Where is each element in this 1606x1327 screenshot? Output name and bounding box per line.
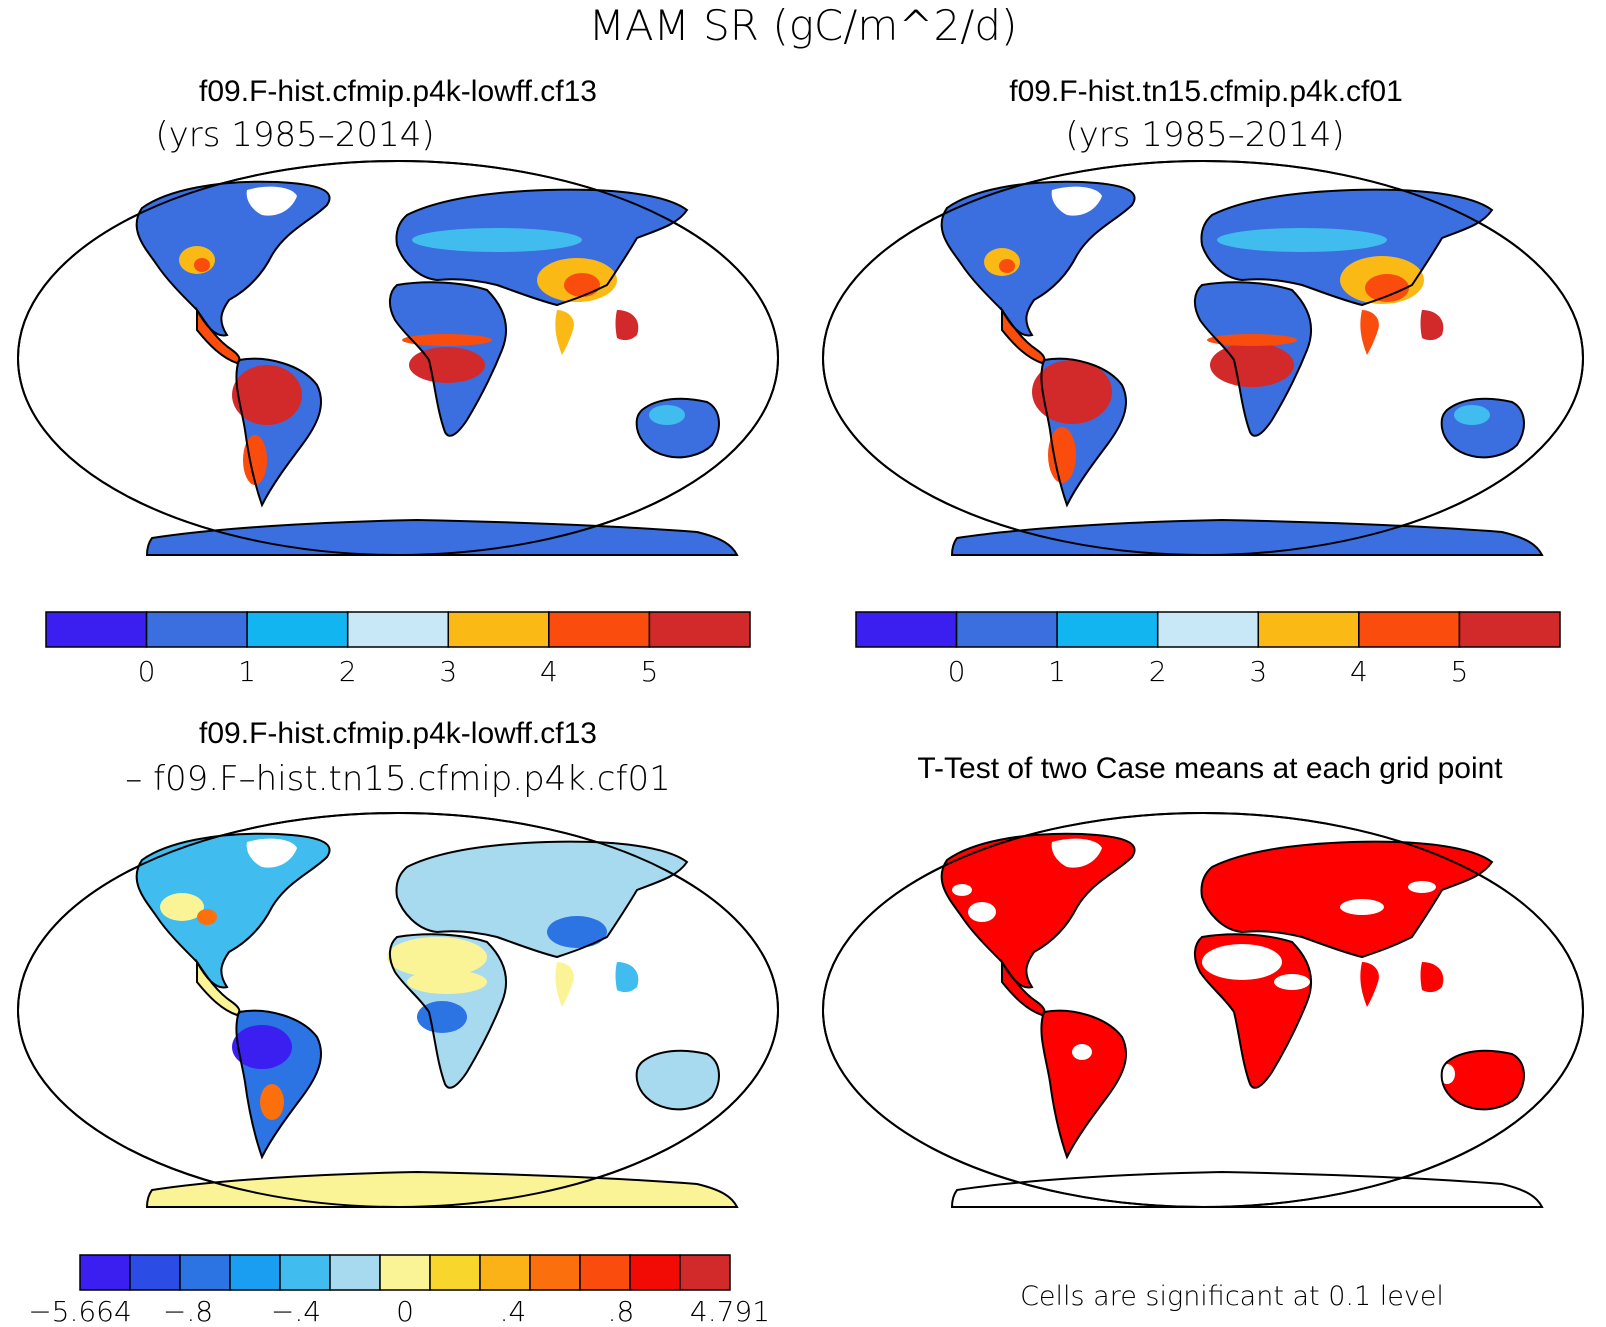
colorbar-label: 2	[339, 655, 357, 688]
panel-case2-title: f09.F-hist.tn15.cfmip.p4k.cf01	[1009, 75, 1403, 108]
colorbar-label: 4.791	[690, 1295, 770, 1327]
colorbar-cell	[379, 1254, 431, 1291]
panel-diff-subtitle: – f09.F–hist.tn15.cfmip.p4k.cf01	[125, 759, 670, 799]
colorbar-cell	[955, 611, 1058, 648]
map-fill	[941, 181, 1542, 555]
colorbar-diff: −5.664 −.8 −.4 0 .4 .8 4.791	[28, 1254, 770, 1327]
colorbar-label: 4	[540, 655, 558, 688]
colorbar-label: 3	[439, 655, 457, 688]
panel-case1-subtitle: (yrs 1985–2014)	[155, 115, 434, 155]
colorbar-labels: 0 1 2 3 4 5	[138, 655, 659, 688]
colorbar-cell	[346, 611, 450, 648]
colorbar-case2: 0 1 2 3 4 5	[855, 611, 1561, 688]
map-fill	[136, 181, 737, 555]
colorbar-cell	[429, 1254, 481, 1291]
map-case2	[822, 160, 1584, 556]
panel-case1: f09.F-hist.cfmip.p4k-lowff.cf13 (yrs 198…	[17, 75, 779, 556]
colorbar-cells	[45, 611, 751, 648]
colorbar-label: .4	[500, 1295, 527, 1327]
colorbar-label: −.4	[271, 1295, 321, 1327]
colorbar-label: 3	[1249, 655, 1267, 688]
figure-title: MAM SR (gC/m^2/d)	[589, 1, 1018, 50]
panel-diff: f09.F-hist.cfmip.p4k-lowff.cf13 – f09.F–…	[17, 717, 779, 1208]
colorbar-cells	[79, 1254, 731, 1291]
panel-case2-subtitle: (yrs 1985–2014)	[1065, 115, 1344, 155]
panel-case2: f09.F-hist.tn15.cfmip.p4k.cf01 (yrs 1985…	[822, 75, 1584, 556]
colorbar-cell	[45, 611, 148, 648]
colorbar-cell	[79, 1254, 131, 1291]
panel-diff-title: f09.F-hist.cfmip.p4k-lowff.cf13	[199, 717, 597, 750]
map-case1	[17, 160, 779, 556]
colorbar-cell	[855, 611, 958, 648]
panel-case1-title: f09.F-hist.cfmip.p4k-lowff.cf13	[199, 75, 597, 108]
colorbar-labels: −5.664 −.8 −.4 0 .4 .8 4.791	[28, 1295, 770, 1327]
colorbar-cell	[329, 1254, 381, 1291]
colorbar-label: .8	[608, 1295, 635, 1327]
colorbar-case1: 0 1 2 3 4 5	[45, 611, 751, 688]
colorbar-cell	[447, 611, 550, 648]
colorbar-cell	[1358, 611, 1461, 648]
colorbar-label: −.8	[163, 1295, 213, 1327]
colorbar-label: −5.664	[28, 1295, 132, 1327]
colorbar-cell	[1458, 611, 1561, 648]
colorbar-cell	[479, 1254, 531, 1291]
colorbar-cell	[648, 611, 751, 648]
panel-ttest: T-Test of two Case means at each grid po…	[822, 752, 1584, 1312]
colorbar-cell	[579, 1254, 631, 1291]
map-fill	[136, 833, 737, 1207]
panel-ttest-title: T-Test of two Case means at each grid po…	[917, 752, 1503, 785]
colorbar-cell	[229, 1254, 281, 1291]
colorbar-label: 0	[138, 655, 156, 688]
colorbar-cell	[279, 1254, 331, 1291]
map-diff	[17, 812, 779, 1208]
colorbar-label: 4	[1350, 655, 1368, 688]
map-ttest	[822, 812, 1584, 1208]
colorbar-cell	[145, 611, 248, 648]
colorbar-cell	[129, 1254, 181, 1291]
colorbar-cell	[679, 1254, 731, 1291]
colorbar-cell	[1056, 611, 1159, 648]
colorbar-cell	[179, 1254, 231, 1291]
colorbar-label: 1	[238, 655, 256, 688]
colorbar-cell	[629, 1254, 681, 1291]
colorbar-label: 0	[948, 655, 966, 688]
colorbar-label: 2	[1149, 655, 1167, 688]
colorbar-cell	[529, 1254, 581, 1291]
colorbar-cell	[246, 611, 349, 648]
colorbar-label: 0	[396, 1295, 414, 1327]
colorbar-cell	[1257, 611, 1360, 648]
colorbar-label: 5	[640, 655, 658, 688]
colorbar-label: 1	[1048, 655, 1066, 688]
colorbar-cell	[548, 611, 651, 648]
colorbar-labels: 0 1 2 3 4 5	[948, 655, 1469, 688]
ttest-significance-note: Cells are significant at 0.1 level	[1020, 1281, 1444, 1312]
colorbar-label: 5	[1450, 655, 1468, 688]
colorbar-cell	[1156, 611, 1260, 648]
non-significant-cells	[952, 838, 1455, 1084]
colorbar-cells	[855, 611, 1561, 648]
